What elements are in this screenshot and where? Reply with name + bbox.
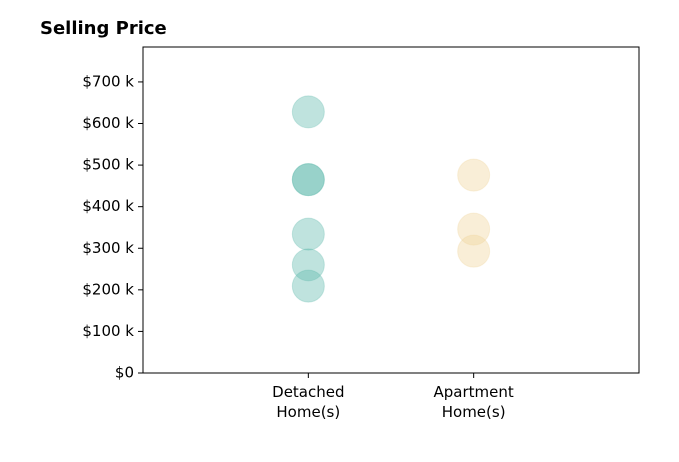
point	[291, 269, 325, 303]
point	[291, 95, 325, 129]
y-tick-label: $0	[115, 364, 134, 382]
y-tick-label: $400 k	[82, 197, 134, 215]
y-tick-label: $700 k	[82, 72, 134, 90]
y-tick-label: $500 k	[82, 156, 134, 174]
y-tick-label: $600 k	[82, 114, 134, 132]
point	[291, 217, 325, 251]
point	[291, 163, 325, 197]
y-tick-label: $300 k	[82, 239, 134, 257]
x-tick-label: Apartment Home(s)	[433, 383, 514, 421]
point	[457, 212, 491, 246]
y-tick-label: $200 k	[82, 280, 134, 298]
point	[457, 158, 491, 192]
y-tick-label: $100 k	[82, 322, 134, 340]
point	[457, 234, 491, 268]
plot-frame	[142, 46, 640, 374]
point	[291, 163, 325, 197]
chart-title: Selling Price	[40, 18, 167, 39]
x-tick-label: Detached Home(s)	[272, 383, 345, 421]
point	[291, 248, 325, 282]
